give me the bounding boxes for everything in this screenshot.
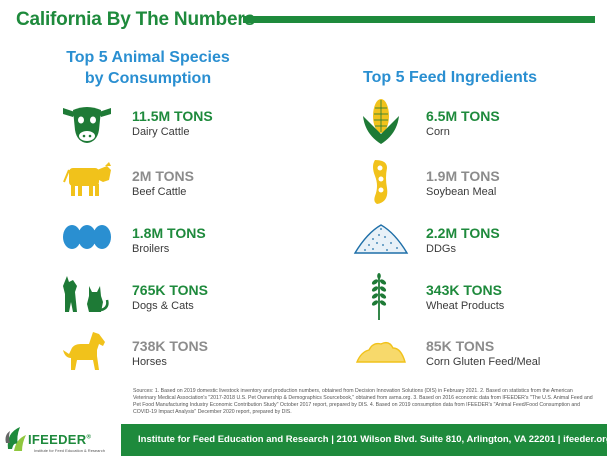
ingredient-value: 2.2M TONS (426, 225, 500, 241)
species-item-broilers: 1.8M TONS Broilers (59, 215, 259, 265)
species-value: 11.5M TONS (132, 108, 213, 124)
page-title: California By The Numbers (16, 9, 255, 30)
species-label: Horses (132, 356, 167, 368)
ingredient-label: Corn (426, 126, 450, 138)
ingredient-item-corn-gluten: 85K TONS Corn Gluten Feed/Meal (353, 328, 583, 378)
footer-bar: Institute for Feed Education and Researc… (121, 424, 607, 456)
ingredient-item-ddgs: 2.2M TONS DDGs (353, 215, 573, 265)
ifeeder-leaf-icon (5, 427, 26, 451)
beef-cattle-icon (63, 162, 111, 196)
left-heading-line1: Top 5 Animal Species (66, 49, 230, 66)
logo-name: IFEEDER® (28, 432, 91, 447)
species-item-horses: 738K TONS Horses (59, 328, 259, 378)
wheat-icon (371, 273, 387, 320)
logo-tagline: Institute for Feed Education & Research (34, 448, 105, 453)
logo-wordmark: IFEEDER (28, 432, 87, 447)
species-value: 2M TONS (132, 168, 194, 184)
ingredient-label: Wheat Products (426, 300, 505, 312)
species-label: Broilers (132, 243, 170, 255)
species-item-dogs-cats: 765K TONS Dogs & Cats (59, 272, 259, 322)
ingredient-value: 85K TONS (426, 338, 495, 354)
logo-registered-mark: ® (86, 434, 92, 441)
ingredient-label: DDGs (426, 243, 456, 255)
eggs-icon (63, 225, 111, 249)
ingredient-value: 1.9M TONS (426, 168, 500, 184)
ifeeder-logo: IFEEDER® Institute for Feed Education & … (4, 419, 112, 459)
ingredient-item-wheat-products: 343K TONS Wheat Products (353, 272, 573, 322)
title-rule (243, 16, 595, 23)
soybean-icon (373, 160, 388, 204)
species-value: 1.8M TONS (132, 225, 206, 241)
dog-cat-icon (63, 276, 109, 312)
left-column-heading: Top 5 Animal Species by Consumption (58, 47, 238, 89)
right-column-heading: Top 5 Feed Ingredients (363, 69, 537, 86)
left-heading-line2: by Consumption (84, 70, 212, 87)
ingredient-label: Corn Gluten Feed/Meal (426, 356, 541, 368)
ingredient-item-corn: 6.5M TONS Corn (353, 98, 573, 148)
footer-text: Institute for Feed Education and Researc… (138, 434, 607, 445)
corn-gluten-pile-icon (355, 341, 406, 363)
species-item-beef-cattle: 2M TONS Beef Cattle (59, 158, 259, 208)
species-value: 738K TONS (132, 338, 208, 354)
species-label: Beef Cattle (132, 186, 187, 198)
species-label: Dogs & Cats (132, 300, 194, 312)
horse-icon (63, 332, 105, 370)
species-item-dairy-cattle: 11.5M TONS Dairy Cattle (59, 98, 259, 148)
ingredient-value: 6.5M TONS (426, 108, 500, 124)
sources-note: Sources: 1. Based on 2019 domestic lives… (133, 388, 593, 415)
species-label: Dairy Cattle (132, 126, 190, 138)
corn-icon (363, 99, 399, 144)
ddgs-pile-icon (353, 224, 409, 254)
ingredient-value: 343K TONS (426, 282, 502, 298)
species-value: 765K TONS (132, 282, 208, 298)
ingredient-item-soybean-meal: 1.9M TONS Soybean Meal (353, 158, 573, 208)
ingredient-label: Soybean Meal (426, 186, 497, 198)
dairy-cow-icon (63, 107, 111, 143)
